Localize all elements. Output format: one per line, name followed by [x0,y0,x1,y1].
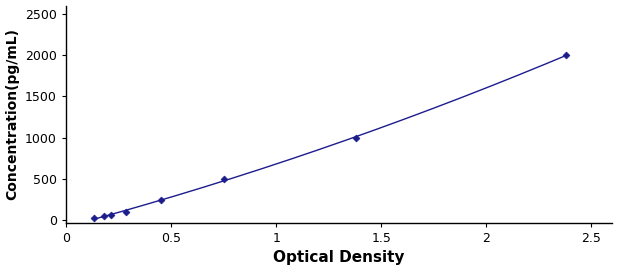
X-axis label: Optical Density: Optical Density [274,250,405,265]
Y-axis label: Concentration(pg/mL): Concentration(pg/mL) [6,28,20,200]
